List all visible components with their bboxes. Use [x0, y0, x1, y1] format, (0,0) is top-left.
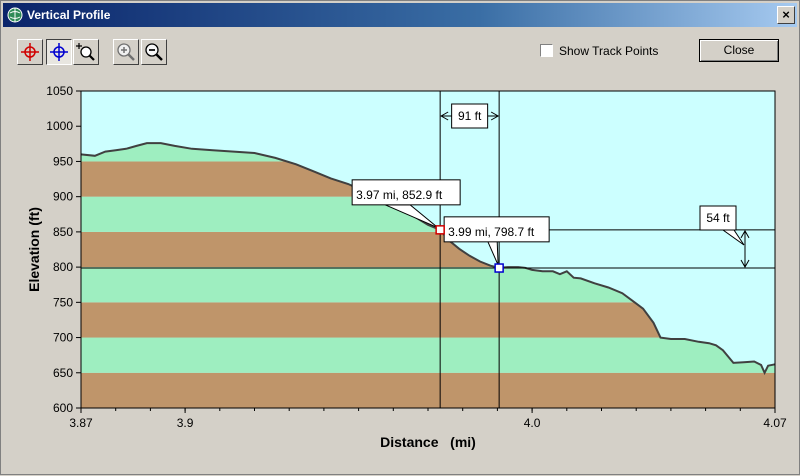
distance-arrow-left	[440, 111, 449, 121]
y-tick-label: 750	[53, 295, 73, 309]
zoom-in-icon	[117, 43, 135, 61]
zoom-region-tool-button[interactable]	[73, 39, 99, 65]
zoom-out-tool-button[interactable]	[141, 39, 167, 65]
elevation-band	[81, 337, 775, 373]
red-marker-label-box	[351, 179, 461, 206]
elevation-arrow-top	[740, 229, 750, 239]
y-tick-label: 600	[53, 401, 73, 415]
y-tick-label: 850	[53, 225, 73, 239]
show-track-points-checkbox[interactable]	[540, 44, 553, 57]
y-axis-label: Elevation (ft)	[26, 207, 42, 292]
y-tick-label: 800	[53, 260, 73, 274]
elevation-annotation-box	[699, 205, 737, 231]
blue-marker[interactable]	[494, 263, 504, 273]
x-tick-label: 4.0	[524, 416, 541, 430]
zoom-region-icon	[76, 43, 95, 61]
red-crosshair-icon	[21, 43, 39, 61]
red-crosshair-tool-button[interactable]	[17, 39, 43, 65]
x-tick-label: 4.07	[763, 416, 787, 430]
red-marker-label: 3.97 mi, 852.9 ft	[356, 188, 443, 202]
y-tick-label: 700	[53, 331, 73, 345]
red-marker[interactable]	[435, 225, 445, 235]
title-bar[interactable]: Vertical Profile ×	[3, 3, 797, 27]
x-axis-label: Distance (mi)	[380, 434, 476, 450]
blue-crosshair-tool-button[interactable]	[46, 39, 72, 65]
distance-arrow-right	[490, 111, 500, 121]
zoom-out-icon	[145, 43, 163, 61]
blue-crosshair-icon	[50, 43, 68, 61]
show-track-points-label[interactable]: Show Track Points	[559, 44, 659, 58]
window-title: Vertical Profile	[27, 8, 111, 22]
zoom-in-tool-button[interactable]	[113, 39, 139, 65]
blue-marker-label-box	[443, 216, 550, 243]
y-tick-label: 1050	[46, 84, 73, 98]
y-tick-label: 950	[53, 154, 73, 168]
app-globe-icon	[7, 7, 23, 23]
vertical-profile-chart[interactable]: 600 650 700 750 800 850 900 950 1000 1050 3.87 3.9 4…	[1, 81, 800, 476]
y-tick-label: 650	[53, 366, 73, 380]
close-button[interactable]: Close	[699, 39, 779, 62]
x-tick-label: 3.9	[177, 416, 194, 430]
blue-marker-label: 3.99 mi, 798.7 ft	[448, 225, 535, 239]
window-close-button[interactable]: ×	[777, 6, 795, 24]
elevation-band	[81, 372, 775, 408]
distance-annotation: 91 ft	[458, 109, 482, 123]
elevation-arrow-bottom	[740, 259, 750, 269]
y-tick-label: 900	[53, 190, 73, 204]
distance-annotation-box	[451, 103, 489, 129]
elevation-annotation: 54 ft	[706, 211, 730, 225]
y-tick-label: 1000	[46, 119, 73, 133]
x-tick-label: 3.87	[69, 416, 93, 430]
